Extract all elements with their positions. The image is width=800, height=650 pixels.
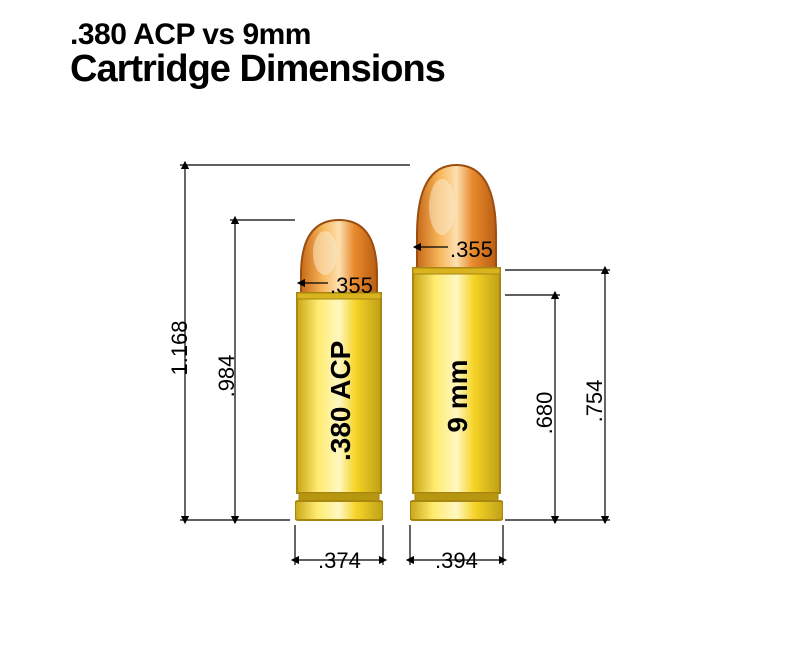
dim-right-inner: .680: [532, 388, 558, 438]
dim-base-380: .374: [318, 548, 361, 574]
title-line2: Cartridge Dimensions: [70, 48, 445, 91]
dim-base-9mm: .394: [435, 548, 478, 574]
title-block: .380 ACP vs 9mm Cartridge Dimensions: [70, 18, 445, 91]
diagram-area: .380 ACP 9 mm .355 .355: [160, 125, 680, 595]
dim-left-outer: 1.168: [167, 318, 193, 378]
dim-left-inner: .984: [214, 351, 240, 401]
dim-right-outer: .754: [582, 376, 608, 426]
title-line1: .380 ACP vs 9mm: [70, 18, 445, 52]
